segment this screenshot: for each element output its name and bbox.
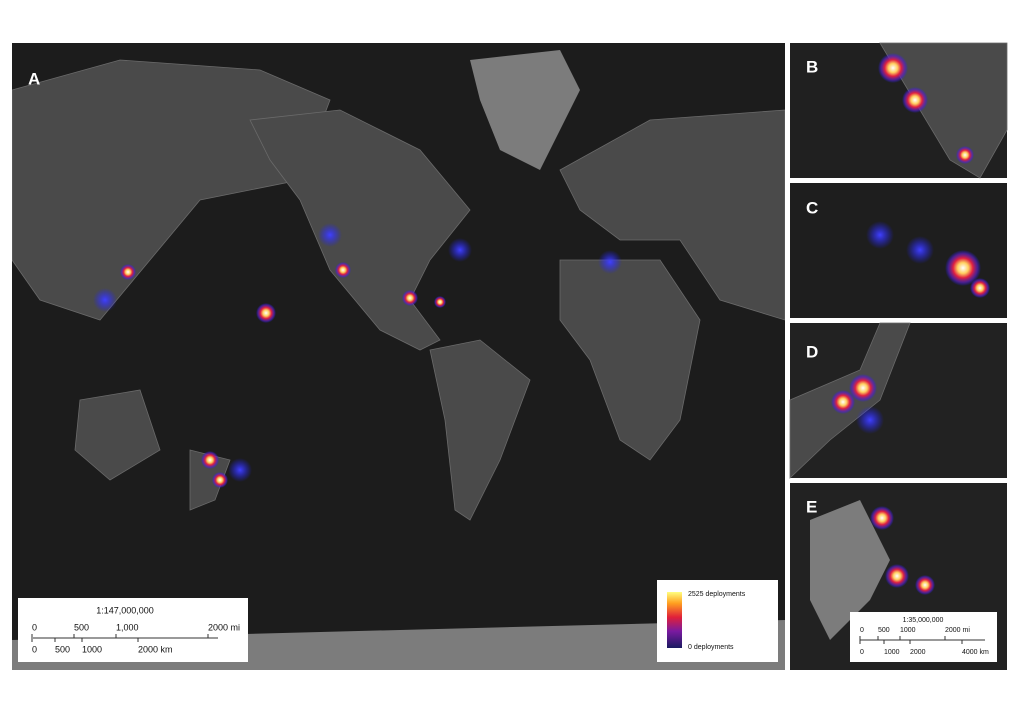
scale-label-km: 0 [860, 649, 864, 656]
inset-d: D [789, 322, 1007, 479]
scale-label-mi: 0 [860, 627, 864, 634]
scale-label-km: 2000 km [138, 644, 173, 654]
panel-label: B [806, 57, 818, 76]
main-map [12, 43, 785, 670]
scale-label-mi: 2000 mi [945, 627, 970, 634]
scale-label-km: 0 [32, 644, 37, 654]
scale-ratio: 1:147,000,000 [96, 605, 154, 615]
scale-label-km: 1000 [82, 644, 102, 654]
scale-label-km: 1000 [884, 649, 900, 656]
scale-label-mi: 500 [878, 627, 890, 634]
legend-min: 0 deployments [688, 644, 734, 651]
scale-label-km: 2000 [910, 649, 926, 656]
panel-label: E [806, 497, 817, 516]
scale-label-mi: 1000 [900, 627, 916, 634]
scale-label-mi: 0 [32, 622, 37, 632]
legend-max: 2525 deployments [688, 591, 746, 598]
scale-label-mi: 2000 mi [208, 622, 240, 632]
scale-label-km: 4000 km [962, 649, 989, 656]
scale-bar: 1:147,000,000 0 500 1,000 2000 mi 0 500 1000 20… [18, 598, 248, 662]
inset-e: E 1:35,000,000 0 500 1000 2000 mi 0 1000 2000 4… [790, 483, 1007, 670]
inset-scale-ratio: 1:35,000,000 [903, 617, 944, 624]
inset-c: C [790, 183, 1007, 318]
panel-label: D [806, 342, 818, 361]
scale-label-km: 500 [55, 644, 70, 654]
scale-label-mi: 1,000 [116, 622, 139, 632]
legend: 2525 deployments 0 deployments [657, 580, 778, 662]
scale-label-mi: 500 [74, 622, 89, 632]
panel-label: C [806, 198, 818, 217]
inset-b: B [790, 42, 1008, 179]
panel-label: A [28, 69, 40, 88]
